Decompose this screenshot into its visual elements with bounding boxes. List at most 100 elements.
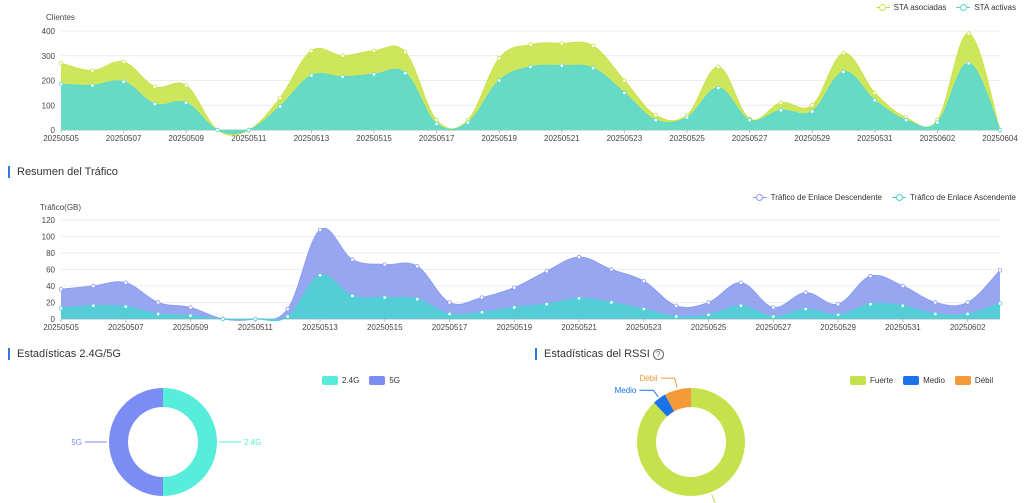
data-point xyxy=(155,300,161,305)
slice-fuerte xyxy=(637,388,745,496)
legend-sta-asociadas[interactable]: STA asociadas xyxy=(875,3,946,12)
x-tick-label: 20250519 xyxy=(497,323,533,332)
data-point xyxy=(350,293,355,299)
data-point xyxy=(900,303,906,308)
data-point xyxy=(91,303,96,308)
data-point xyxy=(706,312,711,318)
x-tick-label: 20250521 xyxy=(544,134,580,143)
slice-label: Débil xyxy=(639,374,657,383)
data-point xyxy=(215,127,220,133)
legend-medio[interactable]: Medio xyxy=(903,376,945,385)
data-point xyxy=(277,95,283,101)
x-tick-label: 20250511 xyxy=(231,134,267,143)
legend-debil[interactable]: Débil xyxy=(954,376,993,385)
y-tick-label: 60 xyxy=(46,266,55,275)
series-line-0 xyxy=(60,32,1001,136)
data-point xyxy=(512,285,517,290)
data-point xyxy=(674,314,679,319)
data-point xyxy=(371,72,377,77)
data-point xyxy=(544,301,549,307)
legend-swatch-icon xyxy=(322,376,338,385)
data-point xyxy=(835,312,841,318)
x-tick-label: 20250517 xyxy=(419,134,455,143)
x-tick-label: 20250523 xyxy=(626,323,662,332)
y-tick-label: 120 xyxy=(42,216,56,225)
legend-5g[interactable]: 5G xyxy=(369,376,400,385)
data-point xyxy=(58,306,64,311)
data-point xyxy=(706,300,711,305)
x-tick-label: 20250529 xyxy=(820,323,856,332)
data-point xyxy=(309,48,314,53)
data-point xyxy=(997,301,1003,306)
data-point xyxy=(285,306,290,312)
data-point xyxy=(559,41,564,46)
data-point xyxy=(684,115,690,120)
data-point xyxy=(716,64,721,70)
data-point xyxy=(253,316,258,322)
data-point xyxy=(414,263,420,269)
y-tick-label: 80 xyxy=(46,249,55,258)
data-point xyxy=(317,227,323,233)
legend-fuerte[interactable]: Fuerte xyxy=(850,376,893,385)
legend-sta-activas[interactable]: STA activas xyxy=(956,3,1016,12)
legend-swatch-icon xyxy=(369,376,386,385)
data-point xyxy=(528,42,533,47)
x-tick-label: 20250515 xyxy=(356,134,392,143)
band-section-title: Estadísticas 2.4G/5G xyxy=(8,348,121,360)
question-icon[interactable]: ? xyxy=(652,348,664,360)
data-point xyxy=(997,268,1003,273)
data-point xyxy=(903,117,909,123)
data-point xyxy=(997,127,1003,133)
data-point xyxy=(309,73,314,78)
data-point xyxy=(382,295,387,300)
slice-medio xyxy=(654,394,675,417)
data-point xyxy=(716,85,721,91)
data-point xyxy=(738,303,744,308)
legend-line-marker-icon xyxy=(875,4,890,12)
data-point xyxy=(803,290,808,295)
data-point xyxy=(220,316,226,322)
y-tick-label: 100 xyxy=(42,233,56,242)
legend-uplink[interactable]: Tráfico de Enlace Ascendente xyxy=(892,193,1016,202)
legend-2-4g[interactable]: 2.4G xyxy=(322,376,359,385)
x-tick-label: 20250525 xyxy=(691,323,727,332)
slice-label: 2.4G xyxy=(244,438,261,447)
data-point xyxy=(965,311,970,317)
data-point xyxy=(317,273,323,278)
label-leader-line xyxy=(660,377,678,388)
x-tick-label: 20250517 xyxy=(432,323,468,332)
data-point xyxy=(868,301,873,307)
band-legend: 2.4G 5G xyxy=(322,376,400,385)
data-point xyxy=(246,127,251,133)
rssi-legend: Fuerte Medio Débil xyxy=(850,376,993,385)
x-tick-label: 20250513 xyxy=(294,134,330,143)
data-point xyxy=(609,300,614,305)
rssi-section-title: Estadísticas del RSSI? xyxy=(535,348,664,360)
data-point xyxy=(350,257,355,262)
data-point xyxy=(576,296,582,301)
data-point xyxy=(653,112,658,118)
x-tick-label: 20250507 xyxy=(108,323,144,332)
data-point xyxy=(641,306,647,312)
legend-downlink[interactable]: Tráfico de Enlace Descendente xyxy=(752,193,882,202)
legend-line-marker-icon xyxy=(752,194,767,202)
data-point xyxy=(935,120,940,125)
data-point xyxy=(152,101,158,107)
data-point xyxy=(966,31,971,36)
data-point xyxy=(590,43,596,49)
data-point xyxy=(810,103,815,108)
data-point xyxy=(434,117,439,123)
traffic-legend: Tráfico de Enlace Descendente Tráfico de… xyxy=(752,193,1016,202)
data-point xyxy=(123,304,128,309)
slice-label: Medio xyxy=(615,386,637,395)
data-point xyxy=(91,283,96,289)
slice-2-4g xyxy=(163,388,217,496)
data-point xyxy=(121,79,126,84)
series-area-0 xyxy=(61,228,1000,321)
data-point xyxy=(872,90,877,96)
data-point xyxy=(868,273,873,279)
x-tick-label: 20250604 xyxy=(982,134,1018,143)
series-area-1 xyxy=(61,63,1000,134)
data-point xyxy=(479,310,485,315)
x-tick-label: 20250509 xyxy=(168,134,204,143)
